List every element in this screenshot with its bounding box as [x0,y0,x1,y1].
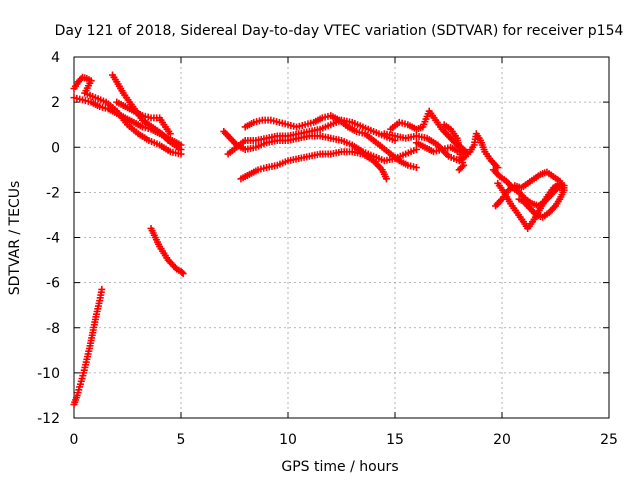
data-point [494,164,502,172]
x-tick-label: 25 [600,432,618,448]
data-point [166,130,174,138]
y-tick-label: 4 [51,50,60,66]
y-tick-label: 2 [51,95,60,111]
data-point [457,164,465,172]
y-tick-label: 0 [51,140,60,156]
x-tick-labels: 0 5 10 15 20 25 [70,432,618,448]
series-arc-p [494,179,568,232]
chart-title: Day 121 of 2018, Sidereal Day-to-day VTE… [55,23,624,39]
y-tick-label: -12 [37,411,60,427]
series-arc-j [241,112,420,172]
data-point [98,285,106,293]
data-point [177,146,185,154]
x-tick-label: 0 [70,432,79,448]
y-tick-label: -10 [37,366,60,382]
x-tick-label: 5 [177,432,186,448]
series-arc-n [440,121,502,172]
data-point [382,175,390,183]
series-arc-l [387,107,472,158]
data-points [70,71,568,408]
data-point [455,166,463,174]
series-arc-f [147,224,187,278]
x-axis-label: GPS time / hours [281,459,398,475]
data-point [515,195,523,203]
y-tick-label: -4 [46,231,60,247]
x-tick-label: 20 [493,432,511,448]
y-tick-label: -8 [46,321,60,337]
series-arc-q [492,168,568,221]
y-axis-label: SDTVAR / TECUs [7,181,23,296]
y-tick-label: -6 [46,276,60,292]
x-tick-label: 15 [386,432,404,448]
series-arc-e [70,285,106,408]
series-arc-i [237,148,390,183]
series-arc-d [113,98,174,138]
data-point [412,146,420,154]
series-arc-b [70,73,185,158]
x-tick-label: 10 [279,432,297,448]
axis-ticks [73,56,610,419]
series-arc-h [220,127,420,165]
y-tick-label: -2 [46,185,60,201]
data-point [412,164,420,172]
y-tick-labels: -12 -10 -8 -6 -4 -2 0 2 4 [37,50,60,427]
data-point [179,270,187,278]
data-point [171,264,179,272]
data-point [178,268,186,276]
